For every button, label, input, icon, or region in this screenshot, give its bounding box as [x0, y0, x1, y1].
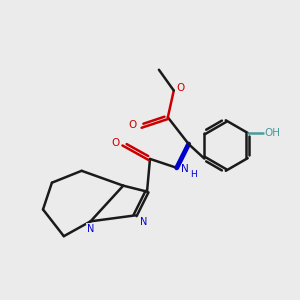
Text: N: N [87, 224, 94, 234]
Text: N: N [181, 164, 189, 174]
Text: H: H [190, 170, 197, 179]
Text: OH: OH [264, 128, 280, 138]
Text: O: O [112, 138, 120, 148]
Text: O: O [129, 120, 137, 130]
Text: N: N [140, 217, 147, 227]
Text: O: O [176, 82, 184, 93]
